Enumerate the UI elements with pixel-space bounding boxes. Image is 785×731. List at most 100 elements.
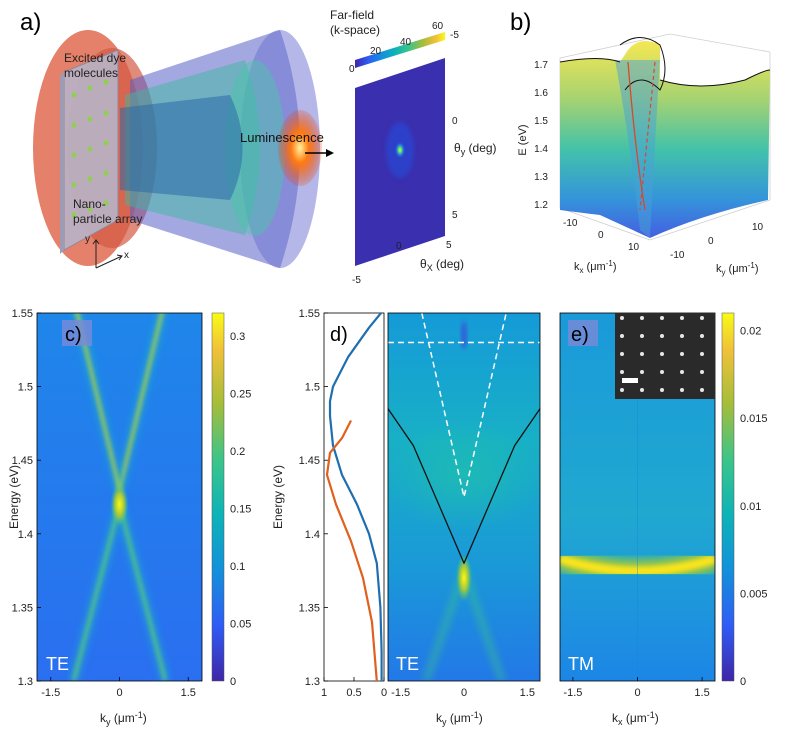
d-ytick: 1.35 [299, 602, 320, 614]
sem-inset [615, 313, 715, 399]
panel-a: a) Excited dye molecules Nano- particle … [20, 8, 497, 286]
sem-particle [640, 334, 644, 338]
theta-x-label: θX (deg) [420, 257, 464, 273]
sem-particle [640, 388, 644, 392]
b-ztick-1.4: 1.4 [534, 144, 548, 155]
c-cbar-tick: 0.3 [230, 331, 245, 343]
np-text-2: particle array [73, 212, 142, 226]
red-curve [627, 61, 646, 211]
c-mode-label: TE [46, 654, 69, 674]
sem-particle [660, 388, 664, 392]
farfield-spot [395, 142, 405, 158]
panel-a-label: a) [20, 9, 41, 36]
d-top-spot [461, 321, 467, 350]
sem-particle [660, 370, 664, 374]
sem-particle [680, 334, 684, 338]
d-ytick: 1.5 [305, 382, 320, 394]
d-mode-label: TE [396, 654, 419, 674]
b-kx-tick-10: 10 [628, 242, 640, 253]
theta-y-tick-m5: -5 [450, 30, 459, 41]
c-cbar-tick: 0.2 [230, 446, 245, 458]
panel-d: 1.55 1.5 1.45 1.4 1.35 1.31 0.5 0 -1.5 0 1.5 d) En… [271, 308, 541, 727]
d-ytick: 1.3 [305, 676, 320, 688]
sem-dots [620, 316, 704, 392]
b-kx-tick-0: 0 [598, 230, 604, 241]
c-cbar-tick: 0.05 [230, 619, 251, 631]
d-profile-orange [325, 419, 378, 681]
axis-x-label: x [124, 250, 129, 261]
sem-particle [640, 352, 644, 356]
sem-particle [660, 352, 664, 356]
sem-particle [640, 370, 644, 374]
sem-scalebar [622, 378, 638, 383]
nanoparticle-dots [71, 79, 109, 218]
panel-e: e) TM kx (μm-1) -1.5 0 1.5 0.02 0.015 0.01 0.0… [559, 312, 768, 727]
b-zlabel: E (eV) [517, 124, 529, 155]
sem-particle [620, 316, 624, 320]
c-ytick: 1.45 [12, 455, 33, 467]
sem-particle [680, 388, 684, 392]
c-cbar-tick: 0.25 [230, 389, 251, 401]
dispersion-surface [560, 41, 770, 238]
sem-particle [700, 352, 704, 356]
farfield-cbar-tick-20: 20 [370, 46, 382, 57]
xy-axes-icon [92, 239, 123, 269]
c-xtick: 0 [116, 687, 122, 699]
theta-y-tick-0: 0 [452, 116, 458, 127]
farfield-title-1: Far-field [330, 8, 374, 22]
c-ytick: 1.35 [12, 602, 33, 614]
sem-particle [700, 334, 704, 338]
d-xtick: 1.5 [520, 687, 535, 699]
c-ytick: 1.4 [18, 529, 33, 541]
c-cbar-tick: 0.15 [230, 504, 251, 516]
b-ztick-1.2: 1.2 [534, 200, 548, 211]
e-xtick: 1.5 [694, 687, 709, 699]
b-ky-tick-0: 0 [708, 236, 714, 247]
b-ztick-1.3: 1.3 [534, 172, 548, 183]
sem-particle [680, 352, 684, 356]
sem-particle [620, 352, 624, 356]
e-cbar-tick: 0 [740, 676, 746, 688]
d-bright-spot [456, 553, 472, 602]
d-xtick: 0 [461, 687, 467, 699]
e-xtick: -1.5 [563, 687, 582, 699]
panel-c: 1.55 1.5 1.45 1.4 1.35 1.3 -1.5 0 1.5 c) TE Ener… [7, 308, 251, 727]
sem-particle [700, 370, 704, 374]
panel-b: b) 1.7 1.6 1.5 1.4 1.3 1.2 E (eV) -10 0 … [510, 9, 771, 277]
c-bright-spot [110, 482, 129, 527]
dye-text-1: Excited dye [64, 51, 126, 65]
np-text-1: Nano- [73, 197, 106, 211]
b-ky-tick-10: 10 [752, 222, 764, 233]
sem-particle [700, 316, 704, 320]
c-cbar-tick: 0 [230, 676, 236, 688]
d-ytick: 1.55 [299, 308, 320, 320]
b-ztick-1.7: 1.7 [534, 60, 548, 71]
theta-y-tick-5: 5 [452, 210, 458, 221]
sem-particle [620, 388, 624, 392]
axis-y-label: y [85, 234, 90, 245]
c-ytick: 1.3 [18, 676, 33, 688]
d-xtick: -1.5 [391, 687, 410, 699]
d-glow [388, 419, 540, 530]
panel-b-label: b) [510, 9, 531, 36]
d-xlabel: ky (μm-1) [436, 710, 483, 727]
luminescence-text: Luminescence [240, 130, 324, 145]
d-dispersion-curve [388, 408, 540, 564]
d-profile-xtick: 0 [381, 687, 387, 699]
sem-particle [680, 370, 684, 374]
e-mode-core [560, 554, 715, 576]
sem-particle [640, 316, 644, 320]
c-mode-line [118, 313, 164, 490]
c-mode-line [118, 503, 167, 681]
inner-cone [120, 95, 243, 200]
farfield-cbar-tick-0: 0 [349, 64, 355, 75]
e-cbar-tick: 0.005 [740, 588, 768, 600]
c-xlabel: ky (μm-1) [100, 710, 147, 727]
d-light-cone [421, 313, 507, 498]
b-ky-label: ky (μm-1) [716, 261, 759, 277]
farfield-cbar-tick-40: 40 [400, 37, 412, 48]
e-cbar-tick: 0.02 [740, 326, 761, 338]
theta-x-tick-m5: -5 [352, 275, 361, 286]
farfield-title-2: (k-space) [330, 23, 380, 37]
sem-particle [660, 316, 664, 320]
